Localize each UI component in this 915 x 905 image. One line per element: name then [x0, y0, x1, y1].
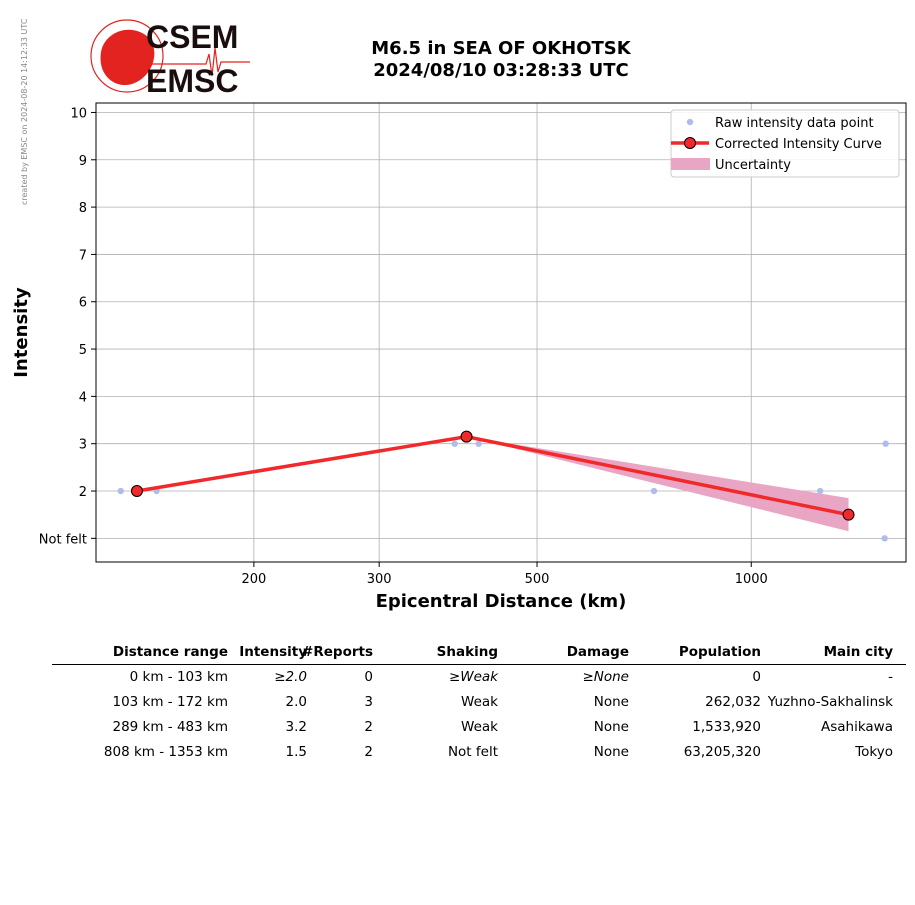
- legend-entry: Uncertainty: [715, 158, 791, 173]
- raw-data-point: [882, 440, 889, 447]
- y-axis-label: Intensity: [11, 287, 32, 378]
- curve-marker: [130, 485, 143, 498]
- table-cell: -: [888, 669, 893, 685]
- table-cell: Weak: [461, 719, 498, 735]
- legend-uncertainty-swatch: [671, 158, 710, 170]
- y-tick-label: Not felt: [39, 532, 87, 547]
- table-row: 289 km - 483 km 3.2 2 Weak None 1,533,920 Asah…: [52, 715, 906, 740]
- y-tick-label: 8: [79, 201, 87, 216]
- raw-data-point: [650, 487, 658, 495]
- table-cell: 103 km - 172 km: [112, 694, 228, 710]
- raw-data-point: [451, 440, 458, 447]
- logo-globe-ring: [90, 19, 164, 93]
- curve-marker: [842, 508, 855, 521]
- table-header-cell: Damage: [566, 644, 629, 660]
- legend-entry: Raw intensity data point: [715, 116, 874, 131]
- curve-marker: [460, 430, 473, 443]
- table-row: 808 km - 1353 km 1.5 2 Not felt None 63,205,3…: [52, 740, 906, 765]
- table-cell: Not felt: [447, 744, 498, 760]
- table-cell: 808 km - 1353 km: [103, 744, 228, 760]
- y-tick-label: 10: [70, 106, 87, 121]
- plot-frame: [95, 102, 907, 563]
- y-tick-label: 3: [79, 438, 87, 453]
- table-cell: Asahikawa: [820, 719, 893, 735]
- chart-title: M6.5 in SEA OF OKHOTSK 2024/08/10 03:28:…: [300, 38, 702, 82]
- table-header-cell: Intensity: [239, 644, 307, 660]
- table-cell: ≥Weak: [448, 669, 498, 685]
- title-line-event: M6.5 in SEA OF OKHOTSK: [371, 38, 631, 59]
- table-cell: 3: [364, 694, 373, 710]
- logo-text-emsc: EMSC: [146, 63, 238, 98]
- y-tick-label: 5: [79, 343, 87, 358]
- x-tick-label: 200: [241, 572, 266, 587]
- table-cell: Tokyo: [855, 744, 893, 760]
- x-tick-label: 1000: [735, 572, 768, 587]
- chart-legend: Raw intensity data point Corrected Intens…: [670, 109, 900, 178]
- table-header-cell: Shaking: [436, 644, 498, 660]
- table-header-cell: Distance range: [112, 644, 228, 660]
- legend-entry: Corrected Intensity Curve: [715, 137, 882, 152]
- raw-data-point: [817, 487, 824, 495]
- logo-text-csem: CSEM: [146, 19, 238, 55]
- legend-curve-marker: [684, 137, 696, 149]
- uncertainty-band: [466, 436, 849, 532]
- table-cell: 1,533,920: [692, 719, 761, 735]
- table-cell: ≥None: [582, 669, 629, 685]
- table-cell: None: [593, 744, 629, 760]
- table-cell: ≥2.0: [274, 669, 307, 685]
- x-tick-label: 300: [367, 572, 392, 587]
- intensity-chart: 200 300 500 1000 Not felt 2 3 4 5 6 7 8 9 10 Epicentra…: [11, 102, 907, 612]
- table-cell: 3.2: [285, 719, 307, 735]
- y-tick-label: 4: [79, 390, 87, 405]
- table-cell: 0: [752, 669, 761, 685]
- table-header-cell: Main city: [823, 644, 893, 660]
- raw-data-point: [117, 487, 124, 495]
- y-tick-label: 9: [79, 154, 87, 169]
- table-header-cell: #Reports: [302, 644, 373, 660]
- x-axis-label: Epicentral Distance (km): [376, 591, 627, 612]
- table-cell: 1.5: [285, 744, 307, 760]
- table-cell: None: [593, 719, 629, 735]
- table-cell: 2: [364, 744, 373, 760]
- table-cell: 289 km - 483 km: [112, 719, 228, 735]
- y-tick-label: 7: [79, 248, 87, 263]
- y-tick-label: 2: [79, 485, 87, 500]
- table-cell: Yuzhno-Sakhalinsk: [767, 694, 893, 710]
- title-line-date: 2024/08/10 03:28:33 UTC: [373, 60, 629, 81]
- logo-seismic-line: [148, 47, 250, 77]
- table-header-row: Distance range Intensity #Reports Shaking Da…: [52, 640, 906, 665]
- table-cell: None: [593, 694, 629, 710]
- raw-data-point: [881, 535, 888, 542]
- table-cell: 2.0: [285, 694, 307, 710]
- legend-raw-marker: [686, 118, 694, 126]
- table-cell: 0 km - 103 km: [129, 669, 228, 685]
- y-tick-label: 6: [79, 296, 87, 311]
- raw-data-point: [475, 440, 482, 447]
- table-header-cell: Population: [678, 644, 761, 660]
- table-cell: 0: [364, 669, 373, 685]
- logo-globe-land: [100, 29, 155, 86]
- table-cell: 2: [364, 719, 373, 735]
- intensity-table: Distance range Intensity #Reports Shaking Da…: [52, 640, 906, 765]
- table-row: 103 km - 172 km 2.0 3 Weak None 262,032 Yuzhno…: [52, 690, 906, 715]
- table-cell: Weak: [461, 694, 498, 710]
- emsc-logo: CSEM EMSC: [90, 19, 250, 98]
- table-cell: 63,205,320: [683, 744, 761, 760]
- table-row: 0 km - 103 km ≥2.0 0 ≥Weak ≥None 0 -: [52, 665, 906, 690]
- table-cell: 262,032: [705, 694, 761, 710]
- x-tick-label: 500: [525, 572, 550, 587]
